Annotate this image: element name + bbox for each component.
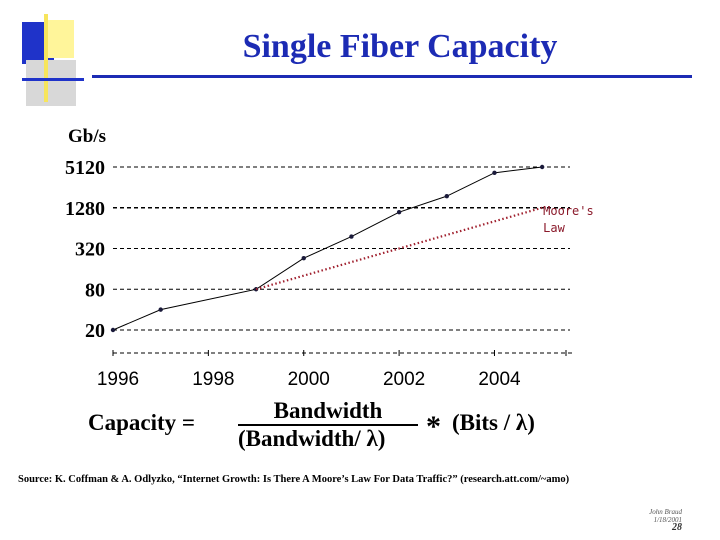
formula-operator: * xyxy=(426,410,441,443)
title-underline xyxy=(92,75,692,78)
tick-labels: 5120 1280 320 80 20 1996 1998 2000 2002 2004 xyxy=(65,157,521,390)
annotation-line: Law xyxy=(543,221,565,235)
y-tick-label: 80 xyxy=(85,279,105,301)
data-point xyxy=(444,193,449,199)
x-axis xyxy=(112,350,574,356)
series-layer xyxy=(110,164,545,333)
y-axis-label: Gb/s xyxy=(68,126,106,147)
x-tick-label: 2000 xyxy=(288,369,330,390)
fiber-capacity-chart: 5120 1280 320 80 20 1996 1998 2000 2002 2004 Gb/s… xyxy=(65,126,594,390)
slide-date: 1/18/2001 xyxy=(653,516,682,524)
data-point xyxy=(539,164,545,170)
data-point xyxy=(110,327,116,333)
formula-lhs: Capacity = xyxy=(88,410,196,435)
x-tick-label: 2002 xyxy=(383,369,425,390)
capacity-formula: Capacity = Bandwidth (Bandwidth/ λ) * (B… xyxy=(88,398,608,454)
formula-tail: (Bits / λ) xyxy=(452,410,535,435)
y-tick-label: 20 xyxy=(85,320,105,342)
moores-law-line xyxy=(255,206,543,291)
y-tick-label: 1280 xyxy=(65,198,105,220)
x-tick-label: 2004 xyxy=(478,369,521,390)
formula-denominator: (Bandwidth/ λ) xyxy=(238,426,386,451)
moores-law-annotation: Moore's Law xyxy=(543,204,594,235)
decor-yellow-bar xyxy=(44,14,48,102)
fraction-bar xyxy=(238,424,418,426)
decor-yellow-square xyxy=(48,20,74,58)
data-point xyxy=(492,170,497,176)
slide-title: Single Fiber Capacity xyxy=(242,28,558,65)
data-point xyxy=(349,234,354,239)
slide-footer: John Braud 1/18/2001 28 xyxy=(649,508,682,533)
author-name: John Braud xyxy=(649,508,682,516)
y-tick-label: 320 xyxy=(75,239,105,261)
page-number: 28 xyxy=(672,522,682,533)
decor-gray-square xyxy=(26,60,76,106)
grid-lines xyxy=(113,166,570,331)
annotation-line: Moore's xyxy=(543,204,594,218)
x-tick-label: 1996 xyxy=(97,369,139,390)
formula-numerator: Bandwidth xyxy=(273,398,383,423)
data-point xyxy=(301,256,306,261)
source-citation: Source: K. Coffman & A. Odlyzko, “Intern… xyxy=(18,474,570,485)
data-point xyxy=(396,210,402,215)
x-tick-label: 1998 xyxy=(192,369,234,390)
data-point xyxy=(158,307,163,312)
decor-blue-line xyxy=(22,78,84,81)
y-tick-label: 5120 xyxy=(65,157,105,179)
